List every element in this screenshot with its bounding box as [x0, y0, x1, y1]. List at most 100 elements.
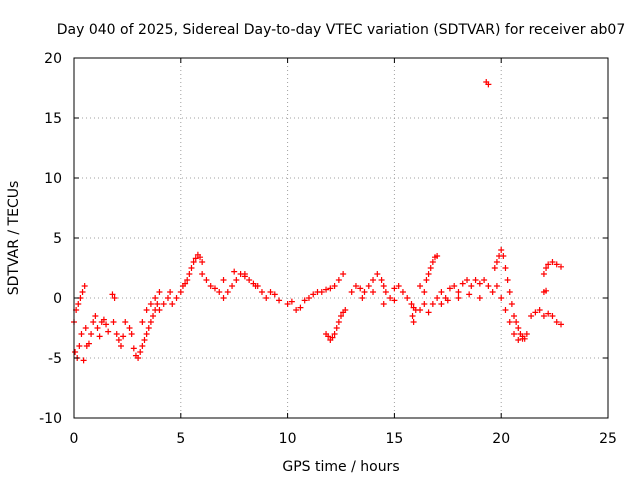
data-point: [523, 331, 530, 337]
data-point: [220, 277, 227, 283]
data-point: [271, 291, 278, 298]
data-point: [156, 289, 163, 295]
data-point: [498, 295, 505, 301]
data-point: [498, 247, 505, 253]
data-point: [203, 277, 210, 283]
data-point: [506, 289, 513, 295]
data-point: [143, 307, 150, 313]
data-point: [78, 331, 85, 337]
data-point: [75, 301, 82, 307]
data-point: [425, 309, 432, 316]
data-point: [325, 333, 332, 340]
chart-title: Day 040 of 2025, Sidereal Day-to-day VTE…: [57, 22, 626, 38]
data-point: [374, 271, 381, 277]
data-point: [81, 283, 88, 289]
data-point: [515, 337, 522, 343]
data-point: [329, 334, 336, 341]
data-point: [113, 331, 120, 337]
y-tick-label: 0: [53, 291, 62, 307]
data-point: [515, 325, 522, 331]
data-point: [410, 319, 417, 325]
data-point: [472, 277, 479, 283]
data-points: [71, 79, 565, 364]
x-axis-label: GPS time / hours: [282, 459, 399, 475]
data-point: [318, 289, 325, 295]
data-point: [241, 271, 248, 277]
y-tick-label: 5: [53, 231, 62, 247]
data-point: [493, 259, 500, 265]
data-point: [342, 307, 349, 313]
x-tick-label: 10: [279, 431, 297, 447]
data-point: [459, 280, 466, 287]
data-point: [126, 325, 133, 331]
data-point: [145, 325, 152, 331]
data-point: [276, 297, 283, 304]
data-point: [117, 343, 124, 349]
data-point: [491, 265, 498, 271]
data-point: [519, 335, 526, 342]
data-point: [297, 304, 304, 311]
data-point: [558, 321, 565, 328]
data-point: [352, 283, 359, 289]
data-point: [455, 295, 462, 301]
data-point: [177, 289, 184, 295]
data-point: [545, 261, 552, 268]
data-point: [186, 271, 193, 277]
x-tick-label: 15: [385, 431, 403, 447]
data-point: [468, 283, 475, 289]
data-point: [451, 283, 458, 289]
y-tick-label: 20: [44, 51, 62, 67]
data-point: [190, 259, 197, 265]
grid: [74, 58, 608, 418]
data-point: [444, 297, 451, 304]
y-tick-label: 15: [44, 111, 62, 127]
y-tick-label: 10: [44, 171, 62, 187]
data-point: [485, 81, 492, 88]
data-point: [429, 259, 436, 265]
data-point: [231, 268, 238, 275]
x-tick-labels: 0 5 10 15 20 25: [70, 431, 617, 447]
data-point: [481, 277, 488, 283]
data-point: [464, 277, 471, 283]
data-point: [421, 289, 428, 295]
data-point: [359, 295, 366, 301]
data-point: [164, 295, 171, 301]
data-point: [549, 313, 556, 319]
data-point: [438, 289, 445, 295]
data-point: [425, 271, 432, 277]
data-point: [429, 301, 436, 307]
data-point: [545, 310, 552, 317]
data-point: [246, 277, 253, 283]
data-point: [493, 283, 500, 289]
data-point: [111, 295, 118, 301]
data-point: [500, 253, 507, 259]
data-point: [399, 289, 406, 295]
data-point: [156, 307, 163, 313]
data-point: [434, 253, 441, 259]
data-point: [506, 319, 513, 325]
data-point: [511, 331, 518, 337]
data-point: [404, 295, 411, 301]
data-point: [543, 265, 550, 271]
data-point: [370, 289, 377, 295]
data-point: [340, 271, 347, 277]
data-point: [476, 295, 483, 301]
y-tick-label: -5: [48, 351, 62, 367]
data-point: [310, 291, 317, 298]
data-point: [293, 307, 300, 313]
data-point: [139, 319, 146, 325]
data-point: [233, 277, 240, 283]
data-point: [540, 271, 547, 277]
data-point: [173, 295, 180, 301]
data-point: [147, 319, 154, 325]
data-point: [152, 295, 159, 301]
data-point: [408, 301, 415, 307]
data-point: [528, 313, 535, 319]
data-point: [446, 285, 453, 292]
data-point: [85, 340, 92, 347]
data-point: [380, 301, 387, 307]
data-point: [141, 337, 148, 343]
data-point: [502, 307, 509, 313]
data-point: [120, 333, 127, 340]
